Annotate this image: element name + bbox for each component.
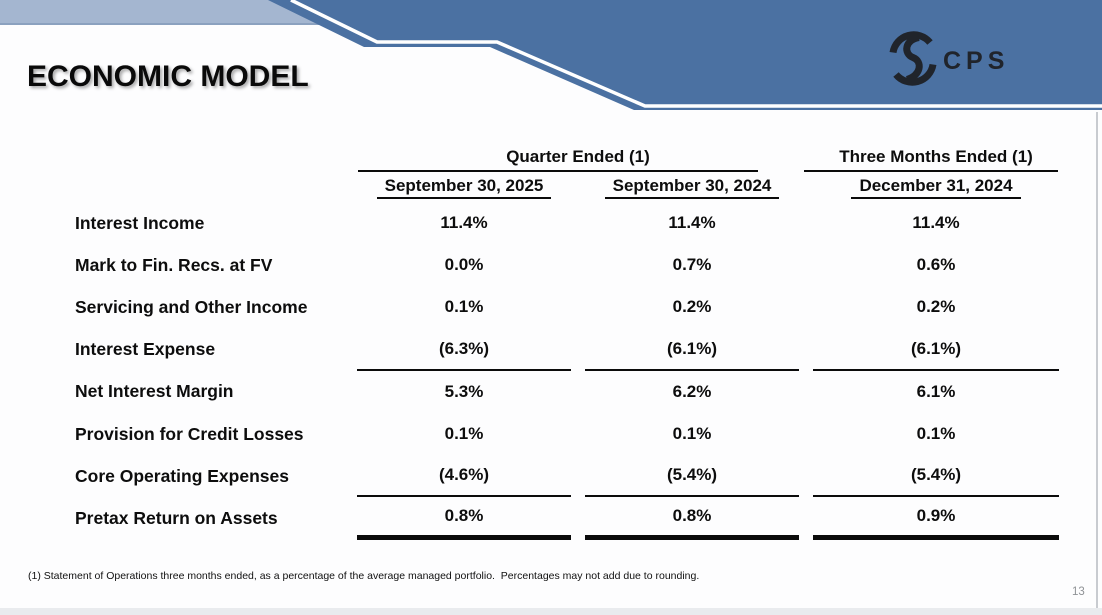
cell-value: 0.9% (813, 497, 1059, 540)
cell-value: 11.4% (440, 213, 488, 233)
logo-text: CPS (943, 47, 1010, 75)
cell-value: 0.1% (672, 424, 712, 444)
cell-value: (5.4%) (585, 455, 799, 498)
header-banner-shape (0, 0, 1102, 110)
row-label: Servicing and Other Income (75, 296, 308, 317)
row-label: Interest Income (75, 212, 205, 233)
cell-value: (6.1%) (813, 329, 1059, 371)
column-header: December 31, 2024 (806, 172, 1066, 202)
cell-value: 5.3% (444, 381, 484, 401)
cell-value: 0.6% (916, 255, 956, 275)
column-header: September 30, 2025 (350, 172, 578, 202)
cell-value: 0.0% (444, 255, 484, 275)
cell-value: 0.1% (444, 297, 484, 317)
table-corner-spacer (60, 172, 350, 202)
slide-bottom-edge (0, 608, 1102, 615)
page-title: ECONOMIC MODEL (27, 60, 309, 93)
table-corner-spacer (60, 142, 350, 172)
cell-value: 6.1% (916, 381, 956, 401)
footnote: (1) Statement of Operations three months… (28, 570, 700, 582)
cps-swirl-icon (889, 31, 937, 86)
column-header: September 30, 2024 (578, 172, 806, 202)
cell-value: 0.7% (672, 255, 712, 275)
cell-value: 0.1% (444, 424, 484, 444)
cell-value: 0.2% (916, 297, 956, 317)
slide-right-edge (1096, 112, 1098, 608)
logo: CPS (888, 30, 1009, 87)
row-label: Mark to Fin. Recs. at FV (75, 254, 273, 275)
cell-value: 0.8% (585, 497, 799, 540)
row-label: Provision for Credit Losses (75, 423, 304, 444)
cell-value: (4.6%) (357, 455, 571, 498)
cell-value: 0.8% (357, 497, 571, 540)
group-header-quarter-ended: Quarter Ended (1) (350, 142, 806, 172)
row-label: Core Operating Expenses (75, 465, 289, 486)
cell-value: 11.4% (912, 213, 960, 233)
row-label: Net Interest Margin (75, 381, 234, 402)
cell-value: 0.1% (916, 424, 956, 444)
cell-value: 6.2% (672, 381, 712, 401)
cell-value: (6.3%) (357, 329, 571, 371)
cell-value: (6.1%) (585, 329, 799, 371)
row-label: Pretax Return on Assets (75, 507, 278, 528)
group-header-three-months-ended: Three Months Ended (1) (804, 142, 1066, 172)
cell-value: 0.2% (672, 297, 712, 317)
cell-value: (5.4%) (813, 455, 1059, 498)
cell-value: 11.4% (668, 213, 716, 233)
page-number: 13 (1072, 586, 1085, 598)
row-label: Interest Expense (75, 339, 216, 360)
economic-model-table: Quarter Ended (1) Three Months Ended (1)… (60, 142, 1066, 540)
